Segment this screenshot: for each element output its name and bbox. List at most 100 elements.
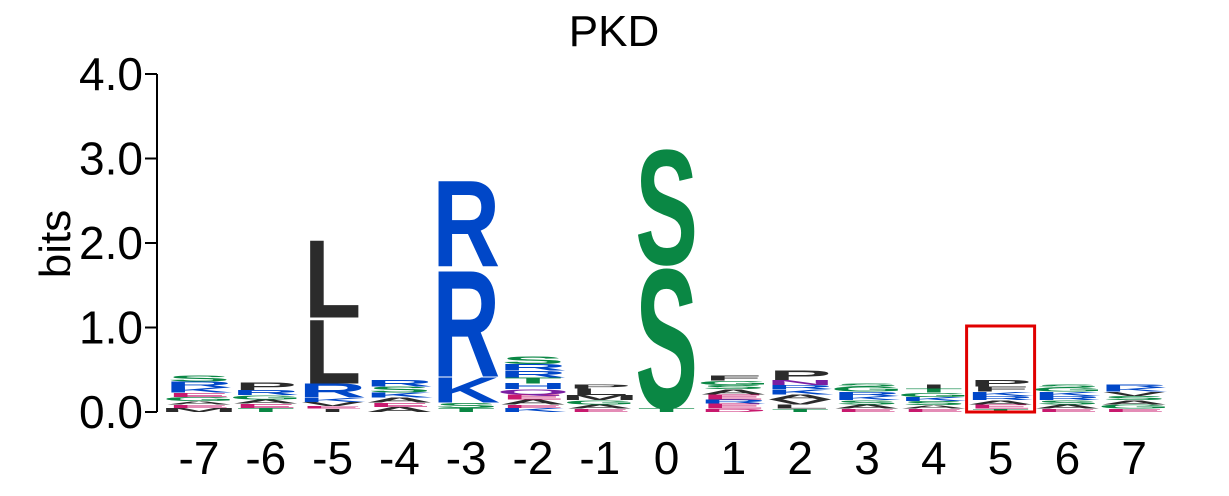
logo-letter-V: V: [769, 398, 832, 406]
logo-letter-R: R: [499, 362, 567, 372]
logo-letter-E: E: [702, 402, 765, 410]
logo-letter-E: E: [1036, 408, 1099, 413]
logo-letter-K: K: [1100, 387, 1168, 394]
logo-letter-K: K: [1033, 391, 1101, 398]
logo-letter-S: S: [1036, 399, 1099, 406]
highlight-box: [965, 324, 1037, 414]
logo-letter-S: S: [368, 385, 431, 394]
logo-letter-T: T: [905, 387, 962, 394]
logo-letter-V: V: [1103, 391, 1166, 398]
y-tick-label: 1.0: [79, 302, 143, 354]
logo-letter-R: R: [299, 380, 367, 402]
logo-letter-K: K: [165, 386, 233, 394]
x-tick-label: -1: [579, 432, 620, 484]
logo-letter-S: S: [836, 399, 899, 406]
x-tick-label: 2: [787, 432, 813, 484]
logo-letter-R: R: [833, 391, 901, 398]
logo-letter-S: S: [635, 229, 698, 452]
logo-letter-R: R: [365, 378, 433, 388]
logo-letter-R: R: [165, 380, 233, 389]
x-axis-ticks: -7 -6 -5 -4 -3 -2 -1 0 1 2 3 4 5 6 7: [179, 432, 1147, 484]
logo-letter-N: N: [766, 379, 834, 387]
logo-letter-M: M: [160, 407, 238, 414]
logo-letter-A: A: [566, 403, 634, 410]
logo-letter-P: P: [769, 367, 832, 383]
logo-letter-R: R: [1033, 395, 1101, 402]
x-tick-label: -5: [312, 432, 353, 484]
logo-letter-K: K: [432, 371, 500, 411]
x-tick-label: 1: [721, 432, 747, 484]
logo-letter-R: R: [766, 384, 834, 391]
logo-letter-A: A: [833, 403, 901, 410]
logo-letter-E: E: [902, 408, 965, 413]
logo-letter-K: K: [299, 397, 367, 404]
x-tick-label: 6: [1055, 432, 1081, 484]
logo-letter-K: K: [365, 391, 433, 399]
logo-letter-A: A: [365, 396, 433, 404]
logo-letter-G: G: [162, 396, 235, 403]
x-tick-label: -3: [446, 432, 487, 484]
logo-letter-F: F: [972, 385, 1029, 393]
logo-letter-R: R: [232, 389, 300, 397]
logo-letter-A: A: [1033, 403, 1101, 410]
logo-letter-D: D: [699, 408, 767, 413]
y-tick-label: 3.0: [79, 133, 143, 185]
logo-letter-E: E: [168, 392, 231, 399]
y-axis-ticks: 0.0 1.0 2.0 3.0 4.0: [79, 48, 157, 438]
logo-letter-T: T: [972, 408, 1029, 413]
logo-letter-R: R: [432, 156, 500, 293]
logo-letter-P: P: [969, 378, 1032, 388]
logo-letter-G: G: [1098, 403, 1171, 410]
logo-letter-L: L: [304, 300, 361, 403]
x-tick-label: 3: [854, 432, 880, 484]
logo-letter-T: T: [504, 376, 561, 385]
x-tick-label: 7: [1121, 432, 1147, 484]
logo-letter-E: E: [368, 402, 431, 409]
logo-letter-A: A: [900, 404, 968, 409]
logo-letter-T: T: [638, 407, 695, 414]
logo-letter-S: S: [635, 117, 698, 300]
x-tick-label: -2: [513, 432, 554, 484]
logo-letter-E: E: [502, 404, 565, 409]
logo-letter-E: E: [301, 405, 364, 409]
logo-letter-G: G: [830, 385, 903, 393]
logo-letter-M: M: [561, 394, 639, 402]
logo-letter-K: K: [833, 395, 901, 402]
logo-letter-A: A: [1100, 399, 1168, 406]
logo-letter-S: S: [435, 402, 498, 410]
logo-letter-T: T: [237, 407, 294, 414]
logo-letter-E: E: [969, 403, 1032, 410]
logo-letter-A: A: [165, 400, 233, 405]
x-tick-label: -6: [245, 432, 286, 484]
logo-letter-T: T: [438, 407, 495, 414]
logo-letter-R: R: [699, 398, 767, 405]
logo-letter-R: R: [967, 395, 1035, 402]
y-tick-label: 4.0: [79, 48, 143, 100]
chart-title: PKD: [569, 7, 659, 56]
y-axis-label: bits: [31, 210, 80, 278]
logo-letter-A: A: [499, 398, 567, 406]
logo-letter-G: G: [563, 399, 636, 406]
logo-letter-S: S: [836, 382, 899, 387]
logo-letter-E: E: [568, 408, 631, 413]
logo-letter-L: L: [772, 403, 829, 410]
logo-letter-S: S: [502, 354, 565, 366]
logo-letter-K: K: [499, 407, 567, 414]
x-tick-label: 4: [921, 432, 947, 484]
logo-letter-K: K: [900, 396, 968, 403]
logo-letter-E: E: [1103, 408, 1166, 413]
logo-glyphs: MEAGEKRSTEAGRPIEVKRLLAEAKSRTSKRRKEAEQHTR…: [160, 117, 1171, 451]
logo-letter-E: E: [836, 408, 899, 413]
logo-letter-K: K: [766, 388, 834, 396]
logo-letter-R: R: [432, 238, 500, 409]
logo-letter-G: G: [229, 394, 302, 401]
logo-letter-A: A: [232, 398, 300, 405]
x-tick-label: -7: [179, 432, 220, 484]
logo-letter-A: A: [699, 388, 767, 396]
logo-letter-P: P: [568, 383, 631, 390]
logo-letter-I: I: [320, 408, 346, 413]
logo-letter-K: K: [967, 391, 1035, 398]
logo-letter-G: G: [697, 380, 770, 387]
logo-letter-S: S: [1103, 395, 1166, 402]
